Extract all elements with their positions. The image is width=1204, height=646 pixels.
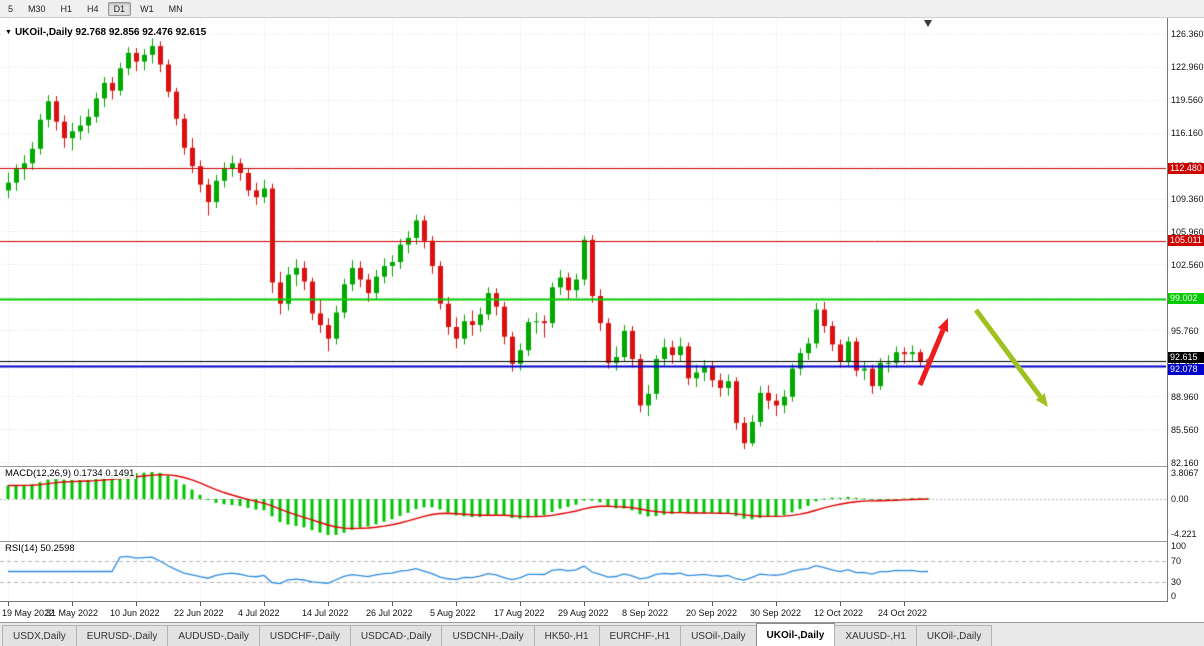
- timeframe-button-w1[interactable]: W1: [140, 3, 154, 14]
- price-tick-label: 119.560: [1171, 95, 1203, 106]
- time-tick-label: 5 Aug 2022: [430, 608, 476, 618]
- chart-tab-eurchf-h1[interactable]: EURCHF-,H1: [598, 625, 682, 646]
- rsi-scale-label: 100: [1171, 541, 1187, 551]
- time-tick-label: 29 Aug 2022: [558, 608, 609, 618]
- time-tick-label: 12 Oct 2022: [814, 608, 864, 618]
- price-tick-label: 105.960: [1171, 226, 1204, 237]
- chart-tab-xauusd-h1[interactable]: XAUUSD-,H1: [834, 625, 917, 646]
- chart-tab-usdx-daily[interactable]: USDX,Daily: [2, 625, 77, 646]
- time-tick-label: 31 May 2022: [46, 608, 99, 618]
- timeframe-button-h1[interactable]: H1: [60, 3, 73, 14]
- timeframe-button-d1[interactable]: D1: [107, 1, 132, 16]
- rsi-indicator[interactable]: [0, 542, 1166, 601]
- time-tick: [712, 602, 713, 606]
- rsi-scale-label: 0: [1171, 591, 1177, 601]
- time-tick: [648, 602, 649, 606]
- time-tick: [200, 602, 201, 606]
- chart-tab-ukoil-daily[interactable]: UKOil-,Daily: [755, 623, 836, 646]
- price-tick-label: 122.960: [1171, 62, 1204, 73]
- time-tick-label: 14 Jul 2022: [302, 608, 349, 618]
- time-tick-label: 17 Aug 2022: [494, 608, 545, 618]
- time-tick: [392, 602, 393, 606]
- timeframe-button-5[interactable]: 5: [8, 3, 14, 14]
- macd-pane[interactable]: MACD(12,26,9) 0.1734 0.1491: [0, 467, 1166, 541]
- time-tick-label: 24 Oct 2022: [878, 608, 928, 618]
- timeframe-button-m30[interactable]: M30: [28, 3, 46, 14]
- pane-splitter[interactable]: [0, 466, 1204, 467]
- time-tick: [456, 602, 457, 606]
- price-level-tag: 112.480: [1168, 162, 1204, 174]
- pane-splitter[interactable]: [0, 541, 1204, 542]
- price-level-tag: 92.078: [1168, 364, 1204, 376]
- time-tick-label: 8 Sep 2022: [622, 608, 669, 618]
- time-tick: [904, 602, 905, 606]
- price-level-tag: 92.615: [1168, 352, 1204, 364]
- macd-title: MACD(12,26,9) 0.1734 0.1491: [3, 468, 137, 479]
- price-tick-label: 88.960: [1171, 391, 1199, 402]
- chart-tab-usdcad-daily[interactable]: USDCAD-,Daily: [349, 625, 443, 646]
- time-tick-label: 20 Sep 2022: [686, 608, 738, 618]
- time-tick-label: 26 Jul 2022: [366, 608, 413, 618]
- rsi-title: RSI(14) 50.2598: [3, 543, 77, 554]
- time-tick: [264, 602, 265, 606]
- time-tick: [776, 602, 777, 606]
- time-tick: [8, 602, 9, 606]
- time-tick: [520, 602, 521, 606]
- chart-tab-ukoil-daily[interactable]: UKOil-,Daily: [915, 625, 993, 646]
- timeframe-button-h4[interactable]: H4: [87, 3, 99, 14]
- candlestick-chart[interactable]: [0, 18, 1166, 466]
- price-tick-label: 85.560: [1171, 424, 1199, 435]
- price-level-tag: 99.002: [1168, 293, 1204, 305]
- price-level-tag: 105.011: [1168, 235, 1204, 247]
- macd-indicator[interactable]: [0, 467, 1166, 541]
- time-tick-label: 30 Sep 2022: [750, 608, 802, 618]
- chart-tab-usdchf-daily[interactable]: USDCHF-,Daily: [258, 625, 351, 646]
- timeframe-toolbar: 5 M30 H1 H4 D1 W1 MN: [0, 0, 1204, 18]
- chart-tab-eurusd-daily[interactable]: EURUSD-,Daily: [75, 625, 169, 646]
- shift-end-marker-icon: [924, 20, 932, 27]
- price-tick-label: 82.160: [1171, 457, 1199, 468]
- time-tick-label: 19 May 2022: [2, 608, 55, 618]
- price-tick-label: 95.760: [1171, 325, 1199, 336]
- macd-scale-label: 0.00: [1171, 493, 1189, 504]
- rsi-pane[interactable]: RSI(14) 50.2598: [0, 542, 1166, 601]
- macd-scale-label: 3.8067: [1171, 468, 1199, 478]
- time-tick: [72, 602, 73, 606]
- time-tick: [584, 602, 585, 606]
- price-tick-label: 102.560: [1171, 259, 1204, 270]
- time-tick-label: 10 Jun 2022: [110, 608, 160, 618]
- price-tick-label: 116.160: [1171, 128, 1203, 139]
- chart-tab-audusd-daily[interactable]: AUDUSD-,Daily: [167, 625, 260, 646]
- time-tick: [840, 602, 841, 606]
- symbol-dropdown-icon[interactable]: ▼: [5, 29, 12, 36]
- chart-tabs-bar: USDX,Daily EURUSD-,Daily AUDUSD-,Daily USDC…: [0, 622, 1204, 646]
- timeframe-button-mn[interactable]: MN: [168, 3, 183, 14]
- main-chart-pane[interactable]: ▼ UKOil-,Daily 92.768 92.856 92.476 92.6…: [0, 18, 1166, 466]
- time-axis[interactable]: 19 May 2022 31 May 2022 10 Jun 2022 22 Jun …: [0, 601, 1204, 622]
- chart-title: ▼ UKOil-,Daily 92.768 92.856 92.476 92.6…: [3, 27, 209, 38]
- time-tick-label: 22 Jun 2022: [174, 608, 224, 618]
- rsi-scale-label: 70: [1171, 556, 1182, 567]
- chart-tab-hk50-h1[interactable]: HK50-,H1: [533, 625, 600, 646]
- price-tick-label: 92.360: [1171, 359, 1199, 369]
- chart-title-text: UKOil-,Daily 92.768 92.856 92.476 92.615: [14, 27, 207, 38]
- macd-scale-label: -4.221: [1171, 529, 1197, 539]
- chart-tab-usdcnh-daily[interactable]: USDCNH-,Daily: [441, 625, 535, 646]
- price-axis[interactable]: 82.16085.56088.96092.36095.76099.160102.…: [1167, 18, 1204, 602]
- time-tick-label: 4 Jul 2022: [238, 608, 280, 618]
- price-tick-label: 109.360: [1171, 194, 1204, 205]
- price-tick-label: 126.360: [1171, 29, 1204, 40]
- chart-tab-usoil-daily[interactable]: USOil-,Daily: [680, 625, 757, 646]
- rsi-scale-label: 30: [1171, 576, 1182, 587]
- time-tick: [136, 602, 137, 606]
- time-tick: [328, 602, 329, 606]
